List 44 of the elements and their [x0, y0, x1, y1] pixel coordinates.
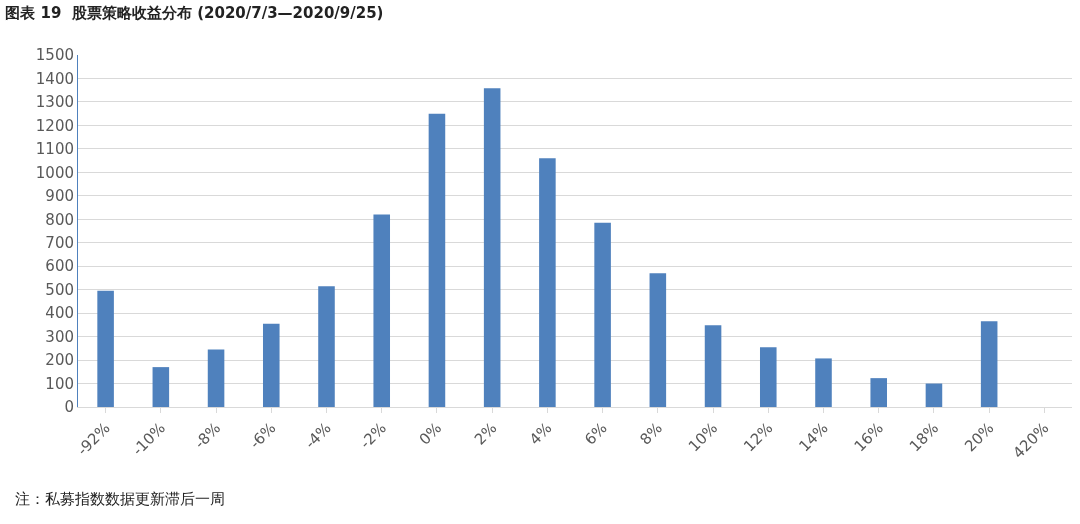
bar [649, 273, 667, 407]
bar [262, 323, 280, 407]
y-tick-label: 400 [45, 304, 74, 323]
chart-title: 图表 19 股票策略收益分布 (2020/7/3—2020/9/25) [5, 4, 384, 23]
bar [980, 321, 998, 407]
y-tick-label: 1200 [35, 116, 74, 135]
y-tick-label: 100 [45, 374, 74, 393]
bar [759, 347, 777, 407]
y-tick-label: 0 [64, 398, 74, 417]
bar [373, 214, 391, 407]
bar [318, 286, 335, 407]
bar [815, 358, 832, 407]
text: 注：私募指数数据更新滞后一周 [15, 490, 225, 508]
y-tick-label: 900 [45, 187, 74, 206]
bar [207, 349, 225, 407]
y-tick-label: 500 [45, 280, 74, 299]
x-tick-label: 8% [636, 418, 666, 449]
bar [483, 88, 501, 407]
x-tick-label: 4% [525, 418, 556, 449]
y-tick-label: 1400 [35, 69, 74, 88]
y-tick-label: 1500 [35, 46, 74, 65]
bar [97, 290, 114, 407]
bar [870, 378, 888, 407]
y-tick-label: 300 [45, 327, 74, 346]
x-tick-label: 2% [470, 418, 501, 449]
bar [704, 325, 722, 407]
x-tick-label: -6% [246, 418, 280, 453]
bar [594, 222, 611, 407]
bar [925, 383, 943, 407]
x-tick-label: -2% [356, 418, 390, 453]
y-tick-label: 800 [45, 210, 74, 229]
y-tick-label: 200 [45, 351, 74, 370]
y-tick-label: 700 [45, 233, 74, 252]
y-tick-label: 1000 [35, 163, 74, 182]
y-tick-label: 600 [45, 257, 74, 276]
x-tick-label: -4% [301, 418, 335, 453]
bar [428, 113, 446, 407]
x-tick-label: 0% [415, 418, 446, 449]
x-tick-label: -8% [190, 418, 225, 453]
y-tick-label: 1300 [35, 93, 74, 112]
y-tick-label: 1100 [35, 140, 74, 159]
bar [152, 367, 170, 407]
bar [539, 158, 556, 407]
x-tick-label: 6% [581, 418, 611, 449]
